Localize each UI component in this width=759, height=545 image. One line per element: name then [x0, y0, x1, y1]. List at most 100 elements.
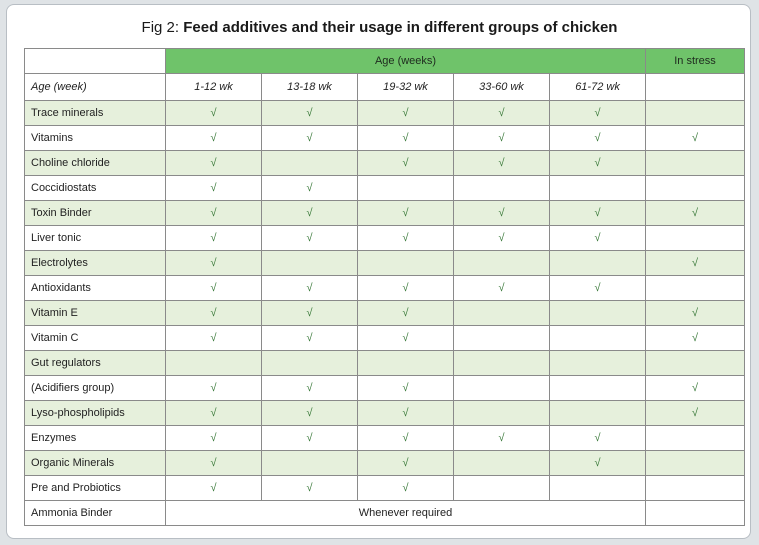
table-row: Pre and Probiotics √ √ √	[24, 475, 746, 501]
check-mark: √	[548, 150, 647, 176]
row-label: Vitamin E	[24, 300, 166, 326]
row-label: (Acidifiers group)	[24, 375, 166, 401]
table-cell	[548, 175, 647, 201]
table-cell	[645, 175, 746, 201]
check-mark: √	[261, 300, 358, 326]
table-row: Coccidiostats √ √	[24, 175, 746, 201]
check-mark: √	[453, 200, 550, 226]
check-mark: √	[165, 150, 262, 176]
check-mark: √	[548, 275, 647, 301]
table-cell	[453, 375, 550, 401]
check-mark: √	[261, 475, 358, 501]
check-mark: √	[357, 325, 454, 351]
check-mark: √	[645, 300, 746, 326]
check-mark: √	[165, 250, 262, 276]
check-mark: √	[261, 325, 358, 351]
check-mark: √	[645, 125, 746, 151]
col-header-1-12: 1-12 wk	[165, 73, 262, 101]
check-mark: √	[548, 125, 647, 151]
check-mark: √	[261, 400, 358, 426]
check-mark: √	[261, 200, 358, 226]
table-cell	[261, 350, 358, 376]
check-mark: √	[357, 375, 454, 401]
table-cell	[357, 175, 454, 201]
check-mark: √	[261, 275, 358, 301]
table-cell	[645, 500, 746, 526]
check-mark: √	[453, 150, 550, 176]
figure-title: Fig 2: Feed additives and their usage in…	[7, 19, 752, 36]
table-cell	[645, 450, 746, 476]
table-cell	[645, 100, 746, 126]
col-header-19-32: 19-32 wk	[357, 73, 454, 101]
table-row: Liver tonic √ √ √ √ √	[24, 225, 746, 251]
check-mark: √	[453, 125, 550, 151]
table-cell	[645, 225, 746, 251]
check-mark: √	[548, 450, 647, 476]
row-label: Organic Minerals	[24, 450, 166, 476]
check-mark: √	[453, 100, 550, 126]
row-label: Vitamin C	[24, 325, 166, 351]
table-cell	[548, 375, 647, 401]
table-row: Vitamin C √ √ √ √	[24, 325, 746, 351]
table-cell	[261, 450, 358, 476]
check-mark: √	[357, 275, 454, 301]
table-row: Organic Minerals √ √ √	[24, 450, 746, 476]
row-label: Gut regulators	[24, 350, 166, 376]
table-cell	[548, 300, 647, 326]
check-mark: √	[357, 475, 454, 501]
check-mark: √	[453, 275, 550, 301]
check-mark: √	[165, 175, 262, 201]
table-cell	[357, 350, 454, 376]
figure-number: Fig 2:	[141, 19, 180, 36]
row-label: Vitamins	[24, 125, 166, 151]
row-label: Lyso-phospholipids	[24, 400, 166, 426]
table-row: Antioxidants √ √ √ √ √	[24, 275, 746, 301]
whenever-required-note: Whenever required	[164, 500, 647, 526]
check-mark: √	[261, 125, 358, 151]
check-mark: √	[357, 100, 454, 126]
check-mark: √	[165, 125, 262, 151]
check-mark: √	[645, 375, 746, 401]
col-header-stress	[645, 73, 746, 101]
table-cell	[548, 350, 647, 376]
table-row: (Acidifiers group) √ √ √ √	[24, 375, 746, 401]
table-row: Electrolytes √ √	[24, 250, 746, 276]
table-cell	[548, 250, 647, 276]
in-stress-header: In stress	[645, 48, 746, 74]
table-cell	[453, 350, 550, 376]
check-mark: √	[165, 400, 262, 426]
table-row: Toxin Binder √ √ √ √ √ √	[24, 200, 746, 226]
table-cell	[645, 475, 746, 501]
table-cell	[548, 400, 647, 426]
check-mark: √	[548, 100, 647, 126]
row-label: Coccidiostats	[24, 175, 166, 201]
table-cell	[453, 250, 550, 276]
table-row: Lyso-phospholipids √ √ √ √	[24, 400, 746, 426]
check-mark: √	[357, 450, 454, 476]
table-cell	[548, 325, 647, 351]
table-cell	[645, 425, 746, 451]
table-cell	[357, 250, 454, 276]
additives-table: Age (weeks) In stress Age (week) 1-12 wk…	[24, 48, 746, 526]
check-mark: √	[357, 425, 454, 451]
table-row: Vitamins √ √ √ √ √ √	[24, 125, 746, 151]
check-mark: √	[261, 100, 358, 126]
table-cell	[453, 475, 550, 501]
check-mark: √	[261, 225, 358, 251]
check-mark: √	[548, 200, 647, 226]
check-mark: √	[357, 150, 454, 176]
check-mark: √	[357, 125, 454, 151]
age-week-label: Age (week)	[24, 73, 166, 101]
check-mark: √	[261, 375, 358, 401]
table-cell	[548, 475, 647, 501]
table-cell	[453, 400, 550, 426]
table-cell	[453, 325, 550, 351]
table-cell	[645, 350, 746, 376]
table-row: Trace minerals √ √ √ √ √	[24, 100, 746, 126]
check-mark: √	[645, 325, 746, 351]
check-mark: √	[645, 250, 746, 276]
row-label: Ammonia Binder	[24, 500, 166, 526]
figure-caption: Feed additives and their usage in differ…	[183, 19, 618, 36]
check-mark: √	[165, 425, 262, 451]
row-label: Liver tonic	[24, 225, 166, 251]
